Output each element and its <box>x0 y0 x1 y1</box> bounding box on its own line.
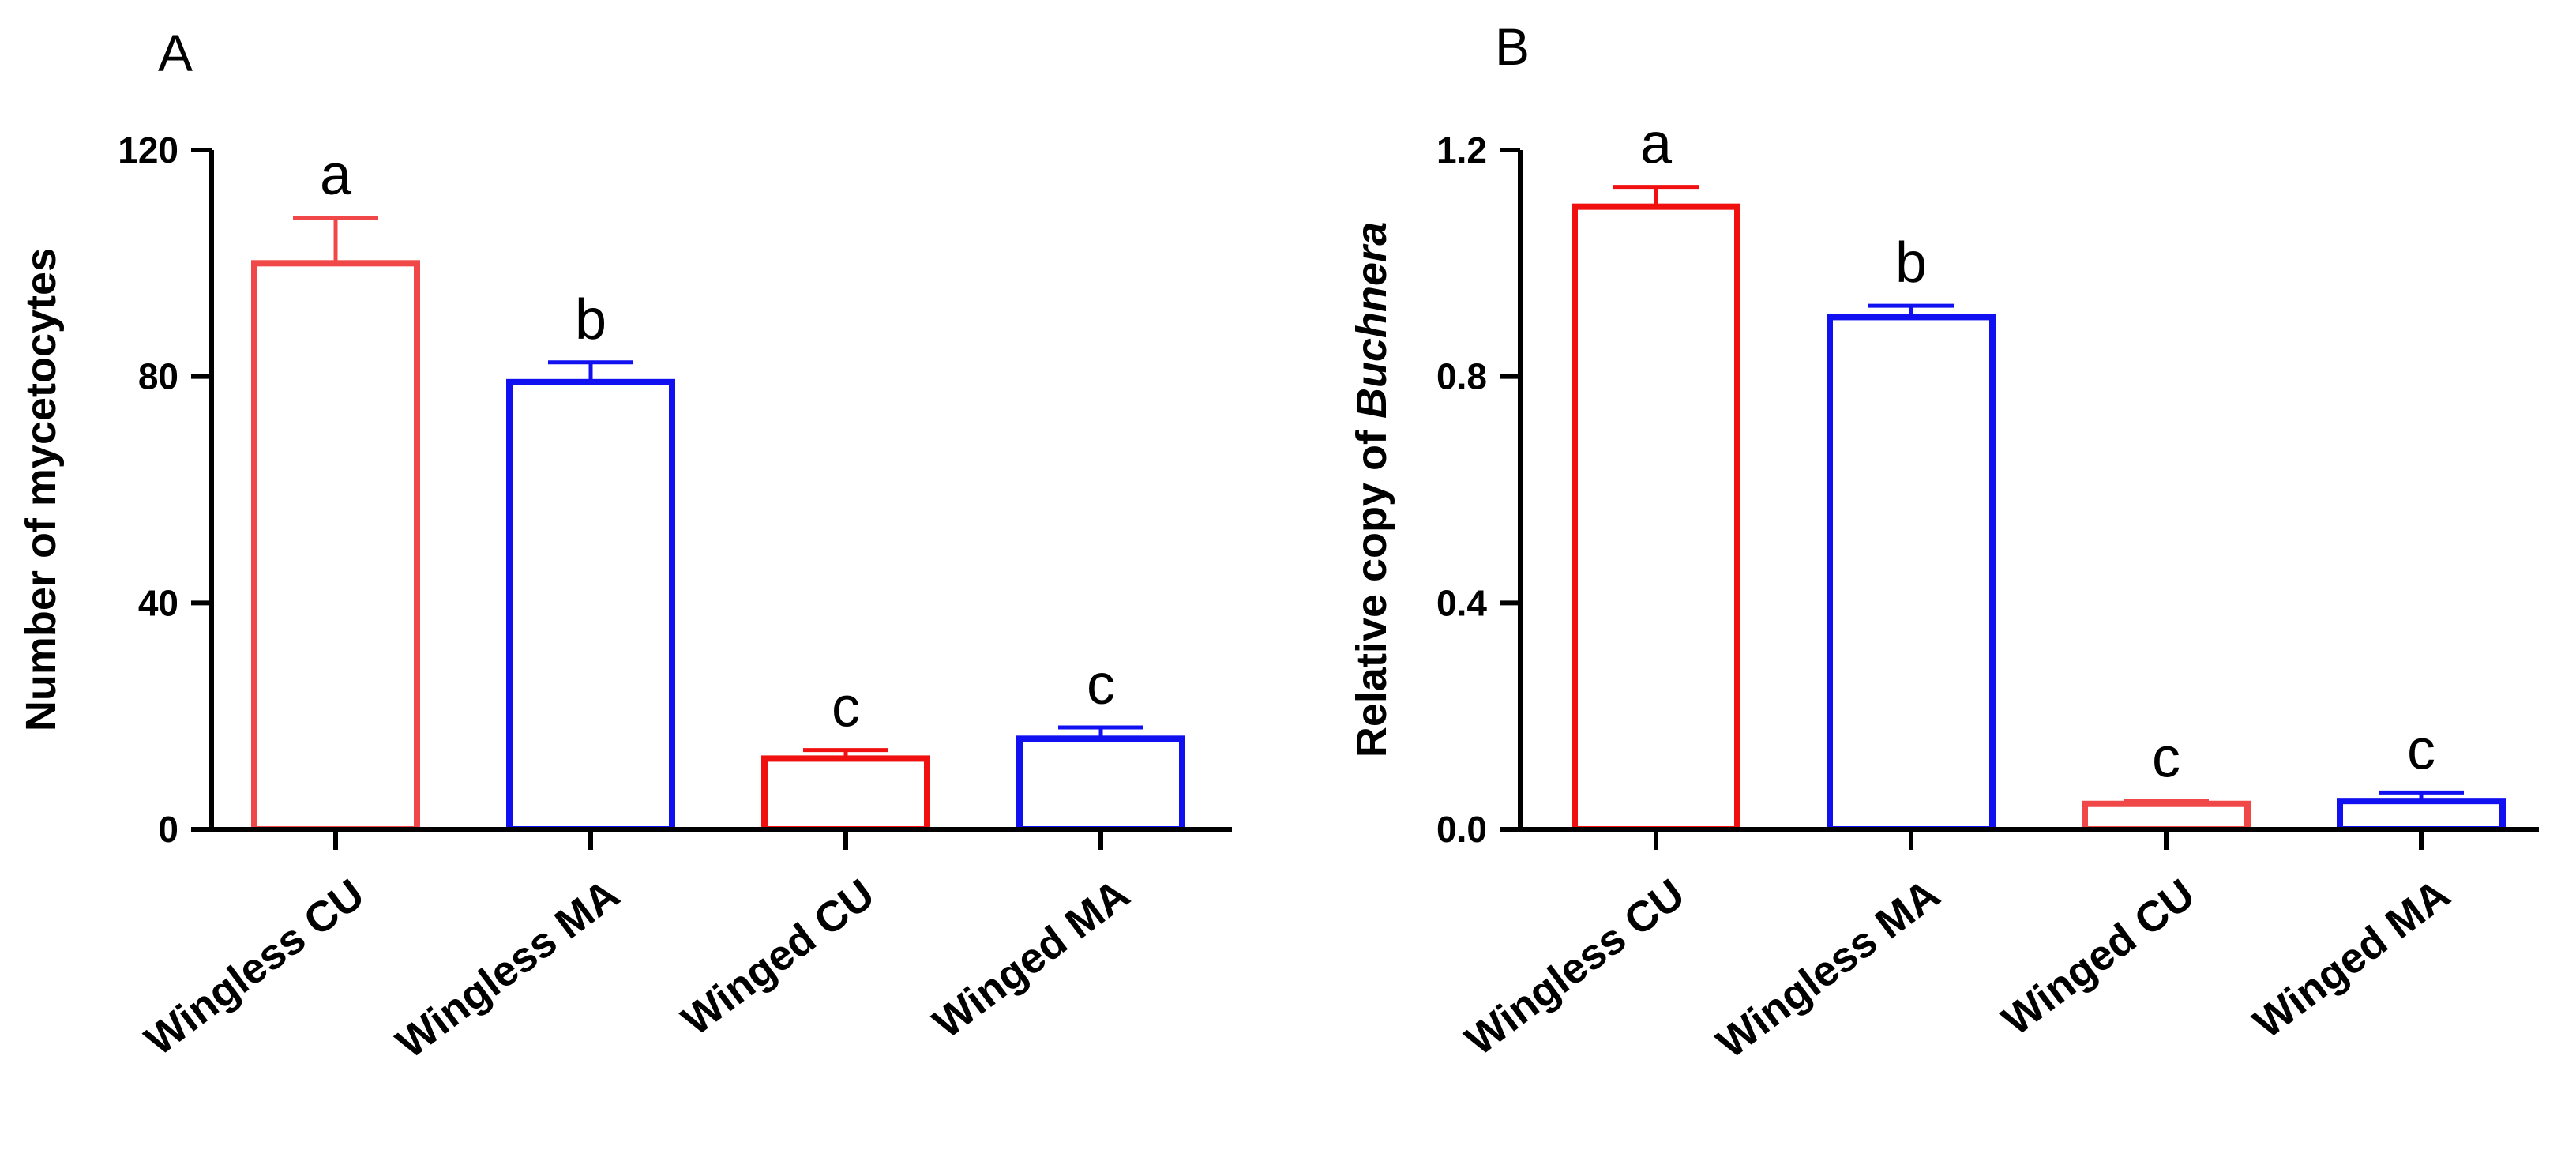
bar-1 <box>251 260 420 833</box>
bar-3 <box>2082 800 2251 832</box>
significance-letter-2: b <box>1895 231 1927 295</box>
y-tick-label-1: 0 <box>158 809 178 850</box>
y-tick-label-3: 0.8 <box>1436 356 1487 397</box>
x-tick-label-1: Wingless CU <box>1457 870 1693 1065</box>
significance-letter-3: c <box>2152 726 2180 789</box>
y-tick-label-1: 0.0 <box>1436 809 1487 850</box>
y-tick-label-4: 1.2 <box>1436 130 1487 171</box>
y-tick-label-3: 80 <box>138 356 178 397</box>
y-axis-title-text: Relative copy of <box>1348 419 1395 757</box>
panel-b-chart: B a Wingless CU b Wingless MA c Winged CU c Win… <box>1348 17 2539 1068</box>
y-axis-title-italic: Buchnera <box>1348 222 1395 419</box>
significance-letter-1: a <box>1640 113 1673 176</box>
x-tick-label-3: Winged CU <box>1994 870 2204 1045</box>
panel-b-letter: B <box>1495 17 1530 76</box>
significance-letter-3: c <box>832 676 860 739</box>
bar-1 <box>1572 203 1740 832</box>
x-tick-label-4: Winged MA <box>925 870 1138 1048</box>
bar-2 <box>1827 314 1996 832</box>
x-tick-label-3: Winged CU <box>674 870 884 1045</box>
x-tick-label-2: Wingless MA <box>1708 870 1948 1068</box>
significance-letter-2: b <box>575 288 606 351</box>
bar-4 <box>2337 798 2506 833</box>
x-tick-label-4: Winged MA <box>2245 870 2458 1048</box>
significance-letter-4: c <box>2407 718 2435 781</box>
y-tick-label-2: 0.4 <box>1436 582 1487 623</box>
y-axis-title-text: Number of mycetocytes <box>17 248 65 731</box>
significance-letter-1: a <box>320 144 352 207</box>
bar-3 <box>761 755 930 833</box>
panel-a-chart: A a Wingless CU b Wingless MA c Winged CU c Win… <box>17 24 1232 1068</box>
x-tick-label-1: Wingless CU <box>137 870 373 1065</box>
y-axis-title: Relative copy of Buchnera <box>1348 222 1395 757</box>
y-axis-title: Number of mycetocytes <box>17 248 65 731</box>
bar-2 <box>506 378 675 833</box>
panel-a-letter: A <box>158 24 193 82</box>
x-tick-label-2: Wingless MA <box>388 870 628 1068</box>
y-tick-label-2: 40 <box>138 582 178 623</box>
y-tick-label-4: 120 <box>118 130 178 171</box>
significance-letter-4: c <box>1087 653 1115 716</box>
bar-4 <box>1016 735 1185 832</box>
